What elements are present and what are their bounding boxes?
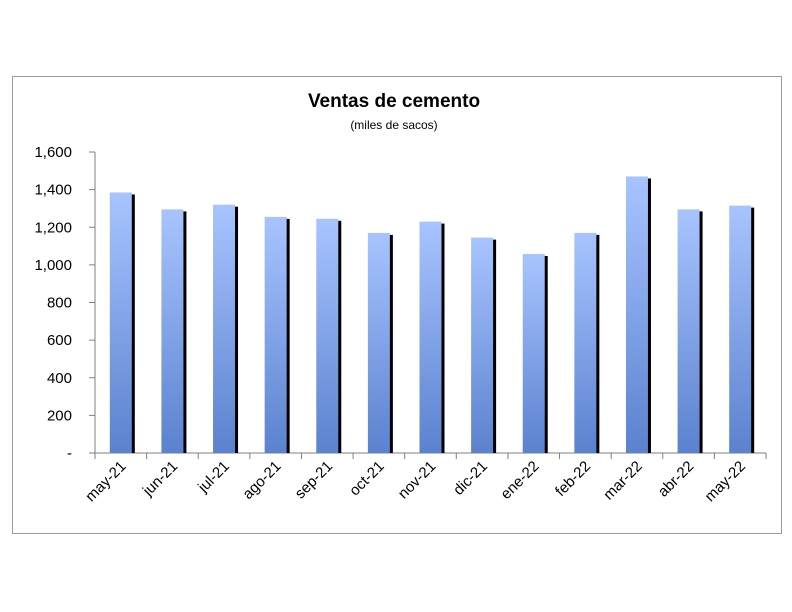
x-tick-label: jun-21: [139, 458, 181, 500]
x-tick-label: nov-21: [395, 458, 439, 502]
x-tick-label: feb-22: [552, 458, 594, 500]
y-tick-label: 800: [47, 295, 72, 312]
bar: [367, 232, 390, 453]
bar: [625, 176, 648, 454]
x-tick-label: abr-22: [655, 458, 698, 501]
bar: [419, 221, 442, 453]
y-tick-label: 600: [47, 332, 72, 349]
x-tick-label: jul-21: [194, 458, 233, 497]
y-tick-labels: - 200 400 600 800 1,000 1,200 1,400 1,600: [34, 144, 72, 462]
x-tick-label: dic-21: [450, 458, 491, 499]
bar: [522, 253, 545, 453]
bar: [109, 192, 132, 453]
bars: [109, 176, 755, 454]
x-tick-label: ago-21: [239, 458, 284, 503]
bar: [471, 237, 494, 453]
chart-title: Ventas de cemento: [308, 91, 480, 112]
y-tick-label: 1,000: [34, 257, 72, 274]
y-tick-label: 200: [47, 407, 72, 424]
x-tick-label: may-21: [82, 458, 129, 505]
x-tick-label: mar-22: [600, 458, 646, 504]
x-tick-label: ene-22: [498, 458, 543, 503]
y-tick-label: 1,600: [34, 144, 72, 161]
bar: [264, 216, 287, 453]
chart-subtitle: (miles de sacos): [350, 118, 437, 132]
x-tick-labels: may-21 jun-21 jul-21 ago-21 sep-21 oct-21 nov-…: [82, 458, 749, 505]
bar: [574, 232, 597, 453]
bar: [213, 204, 236, 453]
x-tick-label: oct-21: [346, 458, 388, 500]
y-tick-label: 1,400: [34, 182, 72, 199]
bar: [161, 209, 184, 453]
y-tick-label: -: [67, 445, 72, 462]
chart-frame: [12, 76, 782, 534]
bar: [677, 209, 700, 453]
x-tick-label: sep-21: [292, 458, 336, 502]
x-tick-label: may-22: [702, 458, 749, 505]
bar: [729, 205, 752, 453]
bar: [316, 218, 339, 453]
y-tick-label: 400: [47, 370, 72, 387]
y-tick-label: 1,200: [34, 219, 72, 236]
